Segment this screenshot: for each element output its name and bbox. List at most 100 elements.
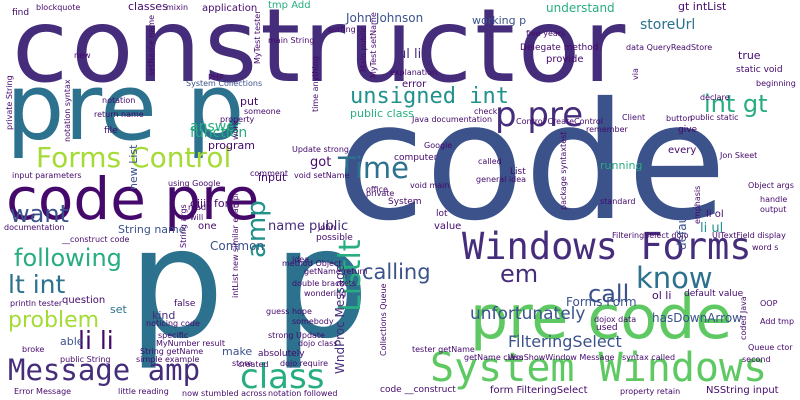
word-called: called [478,157,502,166]
word-explanation: explanation [390,68,438,77]
word-gt-intlist: gt intList [678,0,727,13]
word-ol-li: ol li [652,289,672,302]
word-someone: someone [244,107,281,116]
word-class: class [240,357,325,397]
word-new: new [74,51,91,60]
word-public-static: public static [690,113,739,122]
word-five-years: five years [526,29,566,38]
word-give: give [678,125,698,135]
word-list: List [510,167,526,177]
word-property: property [220,115,255,124]
word-simple-example: simple example [136,355,200,364]
word-file: file [104,126,118,136]
word-set: set [110,303,127,316]
word-main-string: main String [268,36,315,45]
word-default-value: default value [684,289,744,299]
word-dojo-class: dojo class [298,339,338,348]
word-absolutely: absolutely [258,349,305,359]
word-office: office [366,185,388,194]
word-oop: OOP [760,299,778,308]
word-word-s: word s [752,243,779,252]
word-will: will [190,213,204,222]
word-handle: handle [760,195,788,204]
word-getname-class: getName class [464,353,524,362]
word-used: used [596,323,618,333]
word-string-args: String args [179,204,188,248]
word-able: able [60,335,84,348]
word-value: value [434,221,462,232]
word-john-johnson: John Johnson [346,11,424,25]
word-ul-li: ul li [398,47,422,62]
word-wondering: wondering [304,289,347,298]
word-put: put [240,95,259,108]
word-data-querystore: data QueryReadStore [626,43,713,52]
word-strong-update: strong Update [268,331,325,340]
word-message-amp: Message amp [8,353,201,387]
word-control-createcontrol: Control CreateControl [516,117,603,126]
word-make: make [222,345,253,358]
word-got: got [310,155,332,170]
word-new-list: new List [127,144,140,190]
word-client: Client [622,113,646,122]
word-nsstring-input: NSString input [706,385,779,396]
word-storeurl: storeUrl [640,17,696,33]
word-via: via [631,68,640,80]
word-running: running [600,159,643,172]
word-name-public: name public [268,219,349,234]
word-button: button [666,114,693,123]
word-time: Time [338,151,409,185]
word-public-class: public class [350,107,414,120]
word-find: find [12,8,30,18]
word-program: program [208,139,255,152]
word-declare: declare [700,93,730,102]
word-getname-return: getName return [304,267,368,276]
word-php: PHP [208,73,224,82]
word-work: work [231,120,240,140]
word-em: em [500,260,539,288]
word-second: second [742,355,771,364]
word-jon-skeet: Jon Skeet [720,151,758,160]
word-want: want [10,200,69,228]
word-double-brackets: double brackets [292,279,357,288]
word-system-collections: System Collections [186,79,263,88]
word-string-name: String name [118,223,186,236]
word-call: call [588,280,630,308]
word-construct-code: __construct code [62,235,130,244]
word-every: every [668,145,697,156]
word-system: System [388,197,422,207]
word-dojo-require: dojo require [280,359,329,368]
word-little-reading: little reading [118,387,169,396]
word-update-strong: Update strong [292,145,349,154]
word-code-big: code [336,69,727,257]
word-public-string: public String [60,355,111,364]
word-object-args: Object args [748,181,794,190]
word-dijit-form: dijit form [190,197,240,210]
word-guess-hope: guess hope [266,307,312,316]
word-forms-control: Forms Control [36,141,232,174]
word-p-pre: p pre [495,95,584,135]
word-google: Google [424,141,453,150]
word-static-void: static void [736,65,783,75]
word-problem: problem [8,308,100,333]
word-property-retain: property retain [620,387,681,396]
word-tester-getname: tester getName [412,345,475,354]
word-wmshowwindow-message: WmShowWindow Message [508,353,615,362]
word-windows-forms: Windows Forms [462,225,752,268]
word-method-object: method Object [282,259,342,268]
word-string-getname: String getName [140,347,204,356]
word-li-li: li li [78,326,114,355]
word-mytest-setname: MyTest setName [369,12,378,78]
word-dojox-data: dojox data [594,315,637,324]
word-false: false [174,299,196,309]
word-coded-java: coded Java [739,296,748,340]
word-following: following [14,244,122,272]
word-similar-example: similar example [231,188,240,252]
word-computer: computer [394,153,438,163]
word-notation-followed: notation followed [268,389,338,398]
word-println-tester: println tester [10,299,63,308]
word-somebody: somebody [292,317,334,326]
word-pre-p: pre p [6,54,245,161]
word-mynumber-result: MyNumber result [156,339,225,348]
word-noticing-code: noticing code [146,319,200,328]
word-application: application [202,3,258,14]
